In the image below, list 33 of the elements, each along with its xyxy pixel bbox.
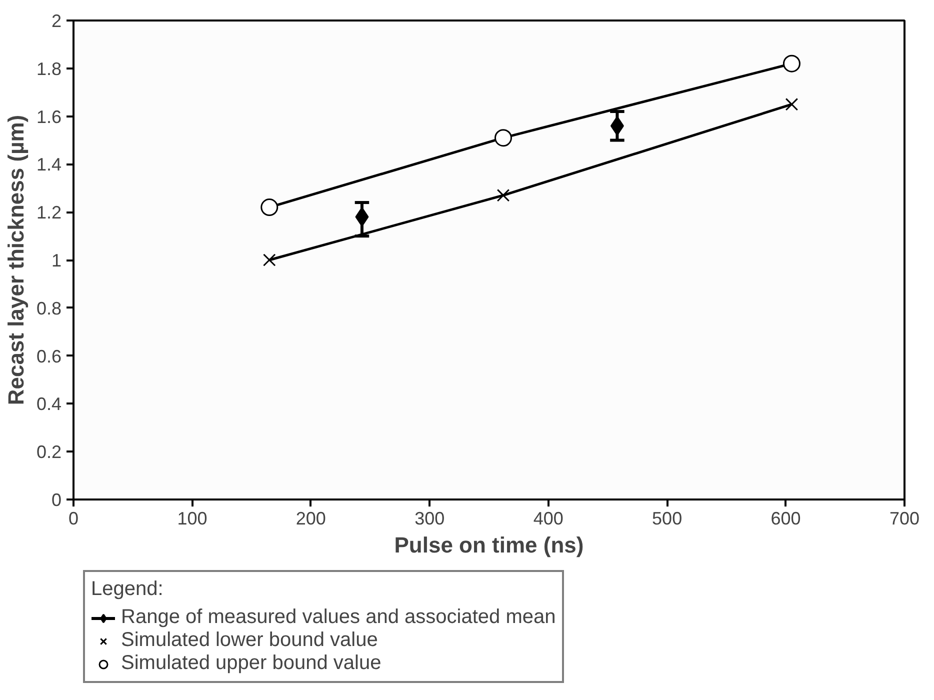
x-tick-label: 600 [770, 508, 801, 528]
x-tick-label: 300 [414, 508, 445, 528]
point [782, 54, 800, 72]
x-tick-label: 200 [296, 508, 326, 528]
legend-title: Legend: [91, 578, 164, 601]
x-tick-label: 500 [652, 508, 682, 528]
point [785, 98, 798, 111]
point [260, 198, 278, 216]
y-tick-label: 1.6 [36, 106, 62, 127]
y-tick-label: 0.2 [36, 442, 62, 462]
y-tick-label: 0.6 [36, 346, 62, 366]
point [496, 188, 510, 202]
x-tick-label: 0 [68, 508, 79, 528]
legend-label: Range of measured values and associated mean [121, 606, 556, 629]
y-tick-label: 1.8 [36, 58, 62, 79]
x-tick-label: 400 [533, 508, 564, 528]
y-tick-label: 0.4 [36, 394, 62, 414]
y-tick-label: 1.2 [36, 202, 62, 223]
point [355, 207, 369, 227]
x-axis-title: Pulse on time (ns) [394, 532, 584, 558]
legend-label: Simulated upper bound value [121, 652, 382, 675]
y-tick-label: 0.8 [36, 298, 62, 318]
point [494, 129, 512, 147]
y-tick-label: 1.4 [36, 154, 62, 175]
legend-label: Simulated lower bound value [121, 629, 378, 652]
point [262, 254, 276, 266]
x-tick-label: 100 [177, 508, 208, 528]
y-tick-label: 0 [51, 490, 62, 510]
y-tick-label: 2 [51, 11, 62, 31]
x-tick-label: 700 [889, 508, 920, 528]
y-axis-title: Recast layer thickness (µm) [3, 114, 28, 406]
point [610, 116, 624, 136]
y-tick-label: 1 [51, 250, 62, 270]
